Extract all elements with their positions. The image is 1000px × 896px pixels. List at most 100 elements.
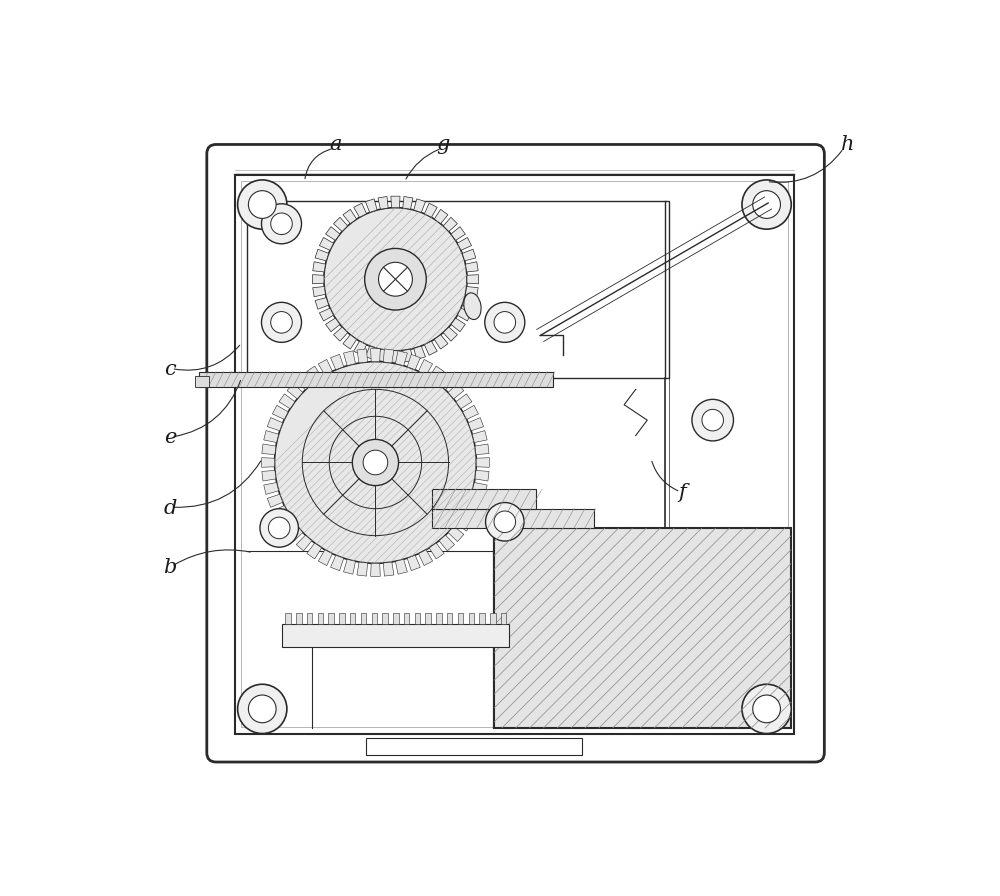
Polygon shape xyxy=(272,405,288,419)
Polygon shape xyxy=(462,249,476,261)
Circle shape xyxy=(275,362,476,564)
Bar xyxy=(318,614,323,625)
Polygon shape xyxy=(287,383,303,399)
Polygon shape xyxy=(434,335,448,349)
Text: c: c xyxy=(164,360,176,379)
Text: f: f xyxy=(678,483,686,502)
Polygon shape xyxy=(472,482,487,495)
Polygon shape xyxy=(468,495,484,507)
Polygon shape xyxy=(424,203,437,218)
Polygon shape xyxy=(414,346,425,359)
Polygon shape xyxy=(462,297,476,309)
Bar xyxy=(366,738,582,755)
Polygon shape xyxy=(391,350,400,362)
Polygon shape xyxy=(264,431,279,443)
Polygon shape xyxy=(439,374,455,390)
Polygon shape xyxy=(407,354,420,370)
Polygon shape xyxy=(318,359,332,375)
Circle shape xyxy=(742,685,791,734)
Polygon shape xyxy=(315,297,329,309)
Bar xyxy=(235,175,794,734)
Circle shape xyxy=(271,213,292,235)
Circle shape xyxy=(248,695,276,723)
Polygon shape xyxy=(331,556,344,571)
Bar xyxy=(425,614,431,625)
Circle shape xyxy=(238,180,287,229)
Polygon shape xyxy=(318,550,332,565)
Circle shape xyxy=(324,208,467,351)
Polygon shape xyxy=(465,287,478,297)
Polygon shape xyxy=(424,341,437,356)
Bar xyxy=(494,528,791,728)
Polygon shape xyxy=(467,275,478,284)
Text: d: d xyxy=(163,499,177,518)
Text: a: a xyxy=(329,135,342,154)
Polygon shape xyxy=(354,341,367,356)
Circle shape xyxy=(486,503,524,541)
Polygon shape xyxy=(344,559,355,574)
Bar xyxy=(432,489,536,509)
Bar xyxy=(501,614,506,625)
Ellipse shape xyxy=(464,293,481,320)
Circle shape xyxy=(261,302,302,342)
Circle shape xyxy=(753,695,780,723)
Bar xyxy=(436,614,442,625)
Polygon shape xyxy=(443,218,457,231)
Circle shape xyxy=(363,450,388,475)
Text: g: g xyxy=(437,135,450,154)
Polygon shape xyxy=(262,458,275,468)
Bar xyxy=(393,614,399,625)
Polygon shape xyxy=(451,318,465,332)
Polygon shape xyxy=(357,349,368,363)
Polygon shape xyxy=(326,227,340,240)
Polygon shape xyxy=(272,505,288,520)
Polygon shape xyxy=(476,458,489,468)
Polygon shape xyxy=(395,351,407,366)
Polygon shape xyxy=(434,210,448,224)
Polygon shape xyxy=(262,444,276,454)
Polygon shape xyxy=(457,237,472,250)
Polygon shape xyxy=(343,335,357,349)
Polygon shape xyxy=(319,237,334,250)
Circle shape xyxy=(742,180,791,229)
Circle shape xyxy=(692,400,733,441)
Polygon shape xyxy=(448,383,464,399)
Polygon shape xyxy=(378,349,388,362)
Polygon shape xyxy=(267,418,283,431)
Circle shape xyxy=(352,439,399,486)
Bar xyxy=(285,614,291,625)
Bar xyxy=(361,614,366,625)
Bar xyxy=(382,614,388,625)
Bar xyxy=(241,181,788,728)
Circle shape xyxy=(271,312,292,333)
Polygon shape xyxy=(307,366,322,382)
Bar xyxy=(490,614,496,625)
Circle shape xyxy=(238,685,287,734)
Text: e: e xyxy=(164,427,176,446)
Polygon shape xyxy=(365,199,377,212)
Polygon shape xyxy=(383,349,394,363)
Bar xyxy=(447,614,452,625)
Polygon shape xyxy=(296,374,312,390)
Polygon shape xyxy=(418,359,433,375)
Polygon shape xyxy=(391,196,400,208)
Polygon shape xyxy=(334,327,348,341)
Bar xyxy=(199,372,553,387)
Polygon shape xyxy=(463,405,478,419)
Circle shape xyxy=(260,509,298,547)
Circle shape xyxy=(379,263,412,297)
Polygon shape xyxy=(439,535,455,551)
Polygon shape xyxy=(468,418,484,431)
Bar xyxy=(432,509,594,528)
Bar xyxy=(458,614,463,625)
Polygon shape xyxy=(418,550,433,565)
Polygon shape xyxy=(429,543,444,559)
Polygon shape xyxy=(344,351,355,366)
Polygon shape xyxy=(451,227,465,240)
Bar xyxy=(328,614,334,625)
Polygon shape xyxy=(279,394,295,409)
Polygon shape xyxy=(456,394,472,409)
Circle shape xyxy=(494,312,516,333)
Polygon shape xyxy=(472,431,487,443)
Bar xyxy=(339,614,345,625)
